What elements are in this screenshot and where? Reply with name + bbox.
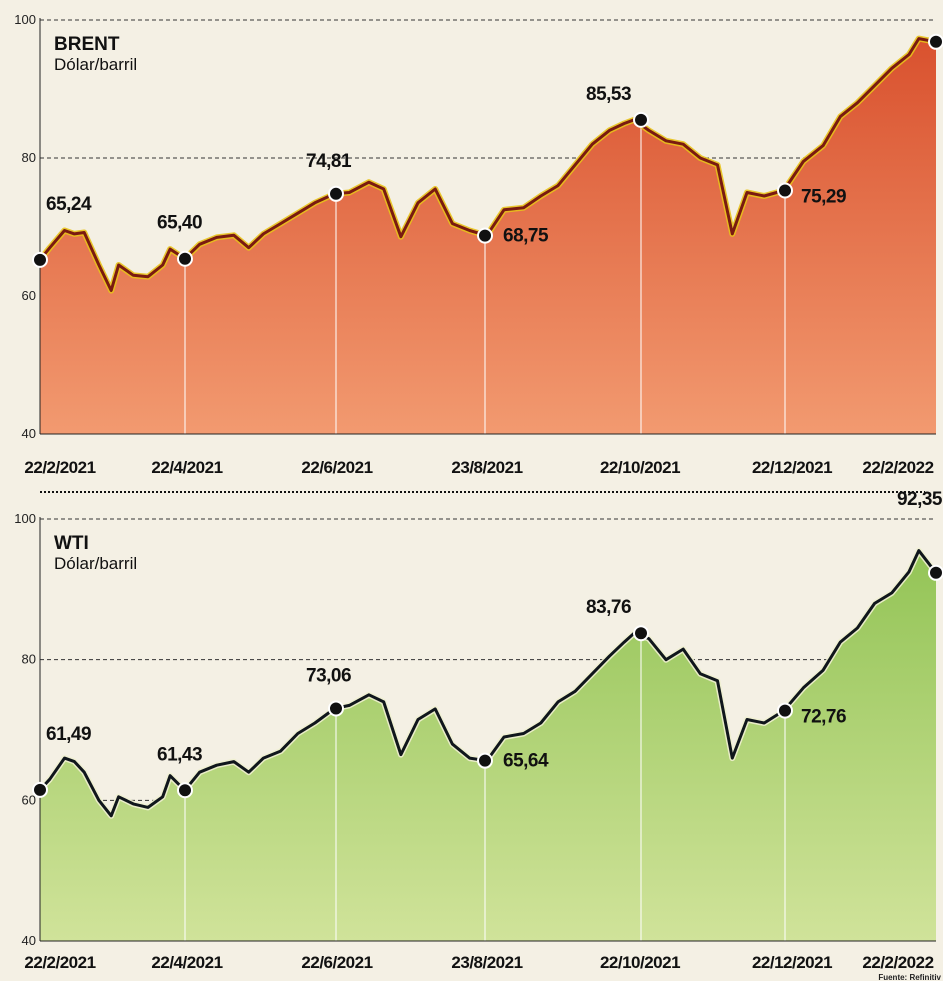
data-point-marker — [32, 781, 48, 798]
series-line — [38, 37, 937, 292]
data-label: 83,76 — [586, 597, 631, 618]
x-tick-label: 22/10/2021 — [600, 458, 680, 477]
data-label: 72,76 — [801, 707, 846, 728]
x-tick-label: 22/2/2022 — [862, 953, 933, 972]
series-line — [38, 549, 938, 818]
y-tick-label: 40 — [22, 426, 36, 441]
data-point-marker — [777, 702, 793, 719]
data-point-marker — [633, 625, 649, 642]
y-tick-label: 80 — [22, 150, 36, 165]
y-tick-label: 60 — [22, 288, 36, 303]
x-tick-label: 22/2/2022 — [862, 458, 933, 477]
data-label: 61,43 — [157, 744, 202, 765]
data-label: 85,53 — [586, 84, 631, 105]
x-tick-label: 22/4/2021 — [151, 458, 222, 477]
data-point-marker — [633, 111, 649, 128]
data-point-marker — [328, 700, 344, 717]
panel-brent: 100 80 60 40 22/2/2021 22/4/2021 22/6/2021 23/8… — [14, 12, 943, 477]
x-tick-label: 23/8/2021 — [451, 458, 522, 477]
area-fill — [40, 550, 936, 941]
data-point-marker — [477, 227, 493, 244]
y-tick-label: 40 — [22, 933, 36, 948]
x-tick-label: 22/10/2021 — [600, 953, 680, 972]
data-point-marker — [32, 251, 48, 268]
data-label: 92,35 — [897, 489, 943, 510]
data-label: 65,64 — [503, 751, 549, 772]
data-point-marker — [177, 250, 193, 267]
x-tick-label: 22/6/2021 — [301, 953, 372, 972]
data-label: 74,81 — [306, 151, 352, 172]
data-point-marker — [328, 185, 344, 202]
data-point-marker — [777, 182, 793, 199]
chart-title: WTI — [54, 533, 89, 554]
source-note: Fuente: Refinitiv — [878, 973, 941, 981]
data-label: 65,40 — [157, 213, 202, 234]
chart-title: BRENT — [54, 34, 120, 55]
x-tick-label: 22/2/2021 — [24, 458, 95, 477]
y-tick-label: 100 — [14, 12, 36, 27]
data-point-marker — [928, 564, 943, 581]
x-tick-label: 22/12/2021 — [752, 458, 832, 477]
chart-subtitle: Dólar/barril — [54, 554, 137, 573]
data-point-marker — [177, 782, 193, 799]
data-label: 73,06 — [306, 665, 351, 686]
x-tick-label: 22/2/2021 — [24, 953, 95, 972]
data-point-marker — [928, 33, 943, 50]
y-tick-label: 100 — [14, 511, 36, 526]
x-tick-label: 22/12/2021 — [752, 953, 832, 972]
data-label: 61,49 — [46, 724, 91, 745]
x-tick-label: 22/4/2021 — [151, 953, 222, 972]
y-tick-label: 80 — [22, 652, 36, 667]
panel-wti: 100 80 60 40 22/2/2021 22/4/2021 22/6/2021 23/8… — [14, 489, 943, 972]
x-tick-label: 23/8/2021 — [451, 953, 522, 972]
data-point-marker — [477, 752, 493, 769]
x-tick-label: 22/6/2021 — [301, 458, 372, 477]
data-label: 65,24 — [46, 194, 92, 215]
chart-subtitle: Dólar/barril — [54, 55, 137, 74]
data-label: 75,29 — [801, 186, 846, 207]
y-tick-label: 60 — [22, 792, 36, 807]
data-label: 68,75 — [503, 226, 549, 247]
